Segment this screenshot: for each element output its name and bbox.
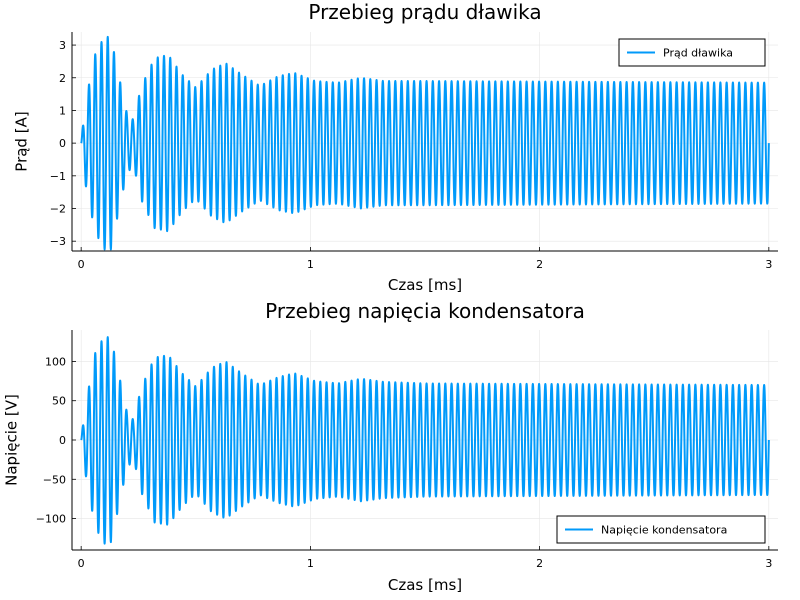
y-tick-label: −1: [50, 170, 66, 183]
y-tick-label: −50: [43, 473, 66, 486]
legend-label: Napięcie kondensatora: [601, 524, 727, 537]
y-tick-label: −100: [36, 513, 66, 526]
x-tick-label: 3: [765, 258, 772, 271]
y-tick-label: 0: [59, 434, 66, 447]
y-tick-label: 2: [59, 72, 66, 85]
legend: Napięcie kondensatora: [556, 515, 766, 544]
legend-label: Prąd dławika: [663, 47, 733, 60]
x-tick-label: 1: [307, 557, 314, 570]
x-axis-label: Czas [ms]: [388, 276, 462, 294]
x-tick-label: 3: [765, 557, 772, 570]
chart-title: Przebieg prądu dławika: [308, 0, 541, 24]
x-tick-label: 1: [307, 258, 314, 271]
y-tick-label: 1: [59, 104, 66, 117]
y-axis-label: Prąd [A]: [13, 111, 31, 171]
chart-panel-1: 0 1 2 3 −3 −2 −1 0 1 2 3 Przebieg prądu dławika Czas…: [13, 0, 778, 294]
legend: Prąd dławika: [618, 38, 766, 67]
y-axis-label: Napięcie [V]: [3, 394, 21, 486]
y-tick-label: −3: [50, 235, 66, 248]
x-tick-label: 2: [536, 258, 543, 271]
chart-title: Przebieg napięcia kondensatora: [265, 299, 585, 323]
x-axis-label: Czas [ms]: [388, 576, 462, 594]
x-tick-label: 2: [536, 557, 543, 570]
x-tick-label: 0: [78, 258, 85, 271]
series-line: [80, 336, 770, 545]
y-tick-label: −2: [50, 203, 66, 216]
y-tick-label: 0: [59, 137, 66, 150]
y-tick-label: 50: [52, 395, 66, 408]
chart-panel-2: 0 1 2 3 −100 −50 0 50 100 Przebieg napięcia konde…: [3, 299, 778, 594]
series-line: [80, 35, 770, 251]
y-tick-label: 3: [59, 39, 66, 52]
x-tick-label: 0: [78, 557, 85, 570]
y-tick-label: 100: [45, 355, 66, 368]
